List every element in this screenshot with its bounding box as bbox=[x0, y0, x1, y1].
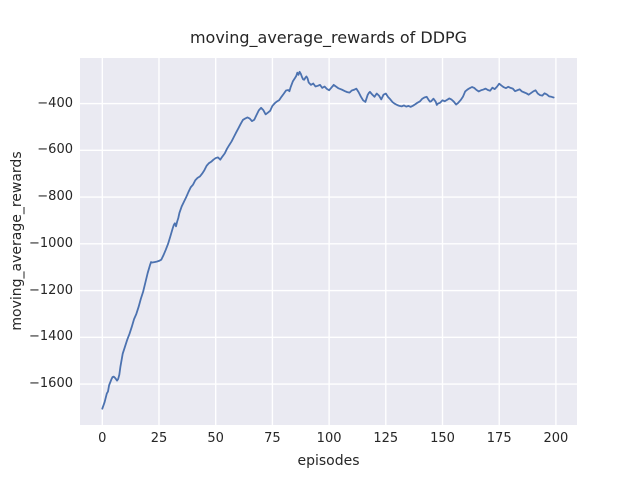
x-tick-label: 50 bbox=[207, 431, 224, 446]
y-tick-label: −1600 bbox=[29, 376, 73, 392]
x-tick-label: 25 bbox=[150, 431, 168, 446]
x-tick-label: 175 bbox=[486, 431, 512, 446]
x-tick-label: 75 bbox=[264, 431, 281, 446]
chart-title: moving_average_rewards of DDPG bbox=[189, 28, 468, 47]
y-tick-label: −400 bbox=[37, 95, 73, 111]
x-tick-label: 125 bbox=[373, 431, 399, 446]
y-tick-label: −800 bbox=[37, 189, 73, 205]
x-axis-label: episodes bbox=[297, 453, 360, 469]
x-tick-label: 200 bbox=[543, 431, 569, 446]
x-tick-label: 0 bbox=[98, 431, 107, 446]
line-chart-svg bbox=[80, 58, 577, 425]
y-tick-label: −1200 bbox=[29, 282, 73, 298]
x-tick-label: 100 bbox=[316, 431, 342, 446]
y-tick-label: −1000 bbox=[29, 235, 73, 251]
y-tick-label: −1400 bbox=[29, 329, 73, 345]
x-tick-label: 150 bbox=[430, 431, 455, 446]
data-line bbox=[101, 70, 555, 410]
plot-area bbox=[80, 58, 577, 425]
y-tick-label: −600 bbox=[37, 142, 73, 158]
